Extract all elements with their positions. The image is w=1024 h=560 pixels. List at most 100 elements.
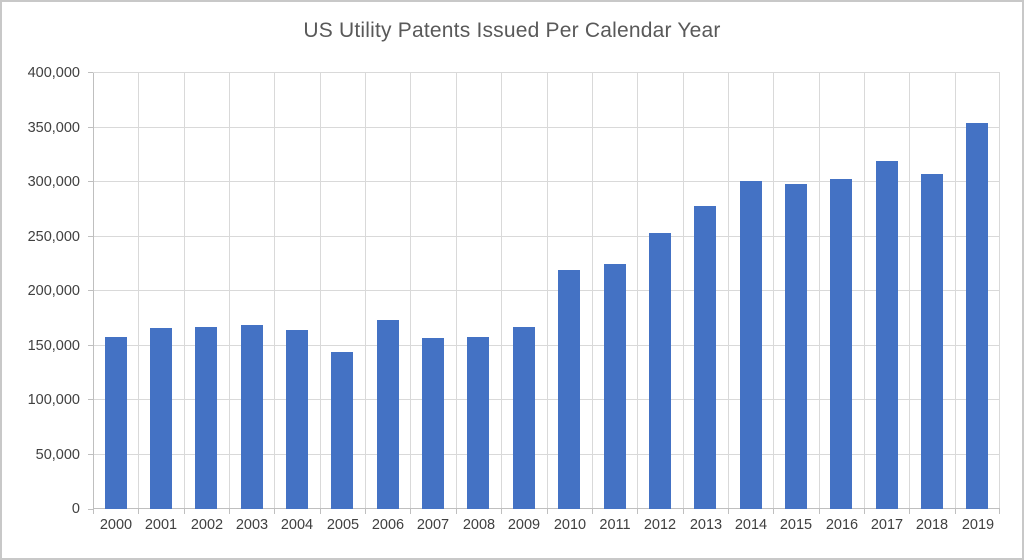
bar-2013: [694, 206, 716, 509]
x-tick-label: 2010: [553, 517, 587, 533]
x-axis-tick: [184, 509, 185, 514]
x-tick-label: 2002: [190, 517, 224, 533]
gridline-vertical: [955, 73, 956, 509]
x-axis-tick: [501, 509, 502, 514]
bar-2001: [150, 328, 172, 509]
bar-2016: [830, 179, 852, 509]
y-axis-tick: [88, 399, 93, 400]
gridline-horizontal: [93, 344, 1000, 346]
x-tick-label: 2014: [734, 517, 768, 533]
x-axis-tick: [637, 509, 638, 514]
gridline-vertical: [184, 73, 185, 509]
x-tick-label: 2001: [144, 517, 178, 533]
gridline-horizontal: [93, 181, 1000, 182]
x-axis-tick: [909, 509, 910, 514]
gridline-vertical: [456, 73, 457, 509]
gridline-horizontal: [93, 126, 1000, 128]
gridline-vertical: [592, 73, 593, 509]
y-tick-label: 150,000: [27, 337, 80, 354]
gridline-vertical: [637, 73, 638, 509]
x-axis-tick: [728, 509, 729, 514]
bar-2018: [921, 174, 943, 509]
x-axis-tick: [683, 509, 684, 514]
y-axis-tick: [88, 344, 93, 346]
bar-2007: [422, 338, 444, 509]
plot-area: [88, 72, 1000, 514]
x-axis-tick: [547, 509, 548, 514]
bar-2002: [195, 327, 217, 509]
x-tick-label: 2000: [99, 517, 133, 533]
bar-2008: [467, 337, 489, 509]
x-axis-tick: [999, 509, 1000, 514]
y-axis-tick: [88, 181, 93, 182]
x-axis-tick: [320, 509, 321, 514]
gridline-vertical: [229, 73, 230, 509]
y-axis-tick: [88, 126, 93, 128]
x-tick-label: 2017: [870, 517, 904, 533]
bar-2017: [876, 161, 898, 509]
gridline-horizontal: [93, 453, 1000, 455]
x-tick-label: 2018: [915, 517, 949, 533]
gridline-vertical: [320, 73, 321, 509]
bar-2014: [740, 181, 762, 509]
x-tick-label: 2015: [779, 517, 813, 533]
x-axis-tick: [592, 509, 593, 514]
gridline-vertical: [773, 73, 774, 509]
x-tick-label: 2006: [371, 517, 405, 533]
gridline-vertical: [410, 73, 411, 509]
bar-2000: [105, 337, 127, 509]
x-tick-label: 2007: [416, 517, 450, 533]
bar-2015: [785, 184, 807, 509]
x-axis-tick: [274, 509, 275, 514]
y-axis-tick: [88, 290, 93, 291]
gridline-vertical: [864, 73, 865, 509]
gridline-horizontal: [93, 290, 1000, 291]
x-axis-tick: [410, 509, 411, 514]
bar-2010: [558, 270, 580, 509]
y-axis-line: [93, 73, 94, 509]
y-axis-tick: [88, 509, 93, 510]
gridline-vertical: [274, 73, 275, 509]
x-axis-tick: [365, 509, 366, 514]
bar-2006: [377, 320, 399, 509]
y-axis-tick: [88, 72, 93, 73]
x-tick-label: 2011: [599, 517, 631, 533]
x-axis-tick: [819, 509, 820, 514]
x-tick-label: 2013: [689, 517, 723, 533]
x-tick-label: 2008: [462, 517, 496, 533]
x-axis-tick: [229, 509, 230, 514]
x-axis-tick: [773, 509, 774, 514]
bar-2004: [286, 330, 308, 509]
x-tick-label: 2005: [326, 517, 360, 533]
y-tick-label: 200,000: [27, 283, 80, 299]
gridline-vertical: [365, 73, 366, 509]
gridline-vertical: [138, 73, 139, 509]
y-tick-label: 0: [71, 501, 80, 517]
y-tick-label: 350,000: [27, 119, 80, 136]
x-axis-tick: [456, 509, 457, 514]
x-tick-label: 2004: [280, 517, 314, 533]
gridline-vertical: [501, 73, 502, 509]
x-axis-tick: [864, 509, 865, 514]
x-tick-label: 2019: [961, 517, 995, 533]
y-tick-label: 300,000: [27, 174, 80, 190]
bar-2005: [331, 352, 353, 509]
x-axis-tick: [955, 509, 956, 514]
y-axis-tick: [88, 453, 93, 455]
x-tick-label: 2012: [643, 517, 677, 533]
x-tick-label: 2016: [825, 517, 859, 533]
gridline-vertical: [683, 73, 684, 509]
gridline-vertical: [728, 73, 729, 509]
x-axis-line: [93, 508, 1000, 509]
chart-title: US Utility Patents Issued Per Calendar Y…: [303, 19, 721, 42]
gridline-horizontal: [93, 72, 1000, 73]
gridline-vertical: [909, 73, 910, 509]
gridline-vertical: [819, 73, 820, 509]
gridline-vertical: [547, 73, 548, 509]
bar-2003: [241, 325, 263, 509]
y-tick-label: 250,000: [27, 228, 80, 245]
gridline-vertical: [999, 73, 1000, 509]
y-tick-label: 50,000: [35, 446, 80, 463]
bar-2009: [513, 327, 535, 509]
